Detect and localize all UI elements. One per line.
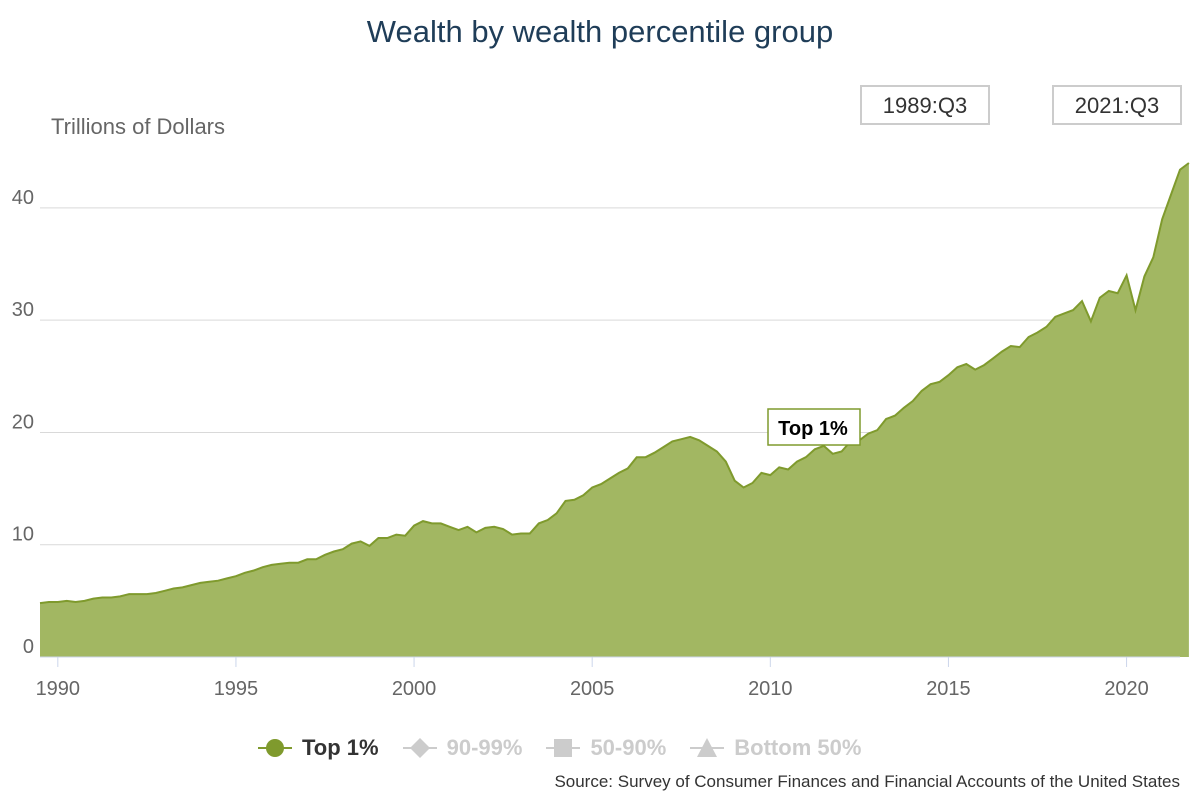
tooltip: Top 1% xyxy=(767,408,861,446)
y-tick-label-40: 40 xyxy=(12,187,34,209)
y-tick-label-30: 30 xyxy=(12,299,34,321)
diamond-marker-icon xyxy=(402,738,437,758)
y-tick-label-0: 0 xyxy=(23,636,34,658)
circle-marker-icon xyxy=(258,739,292,757)
triangle-marker-icon xyxy=(690,738,725,757)
legend-label: Top 1% xyxy=(302,735,379,760)
legend-item-50-90[interactable]: 50-90% xyxy=(546,733,666,763)
x-tick-label-2005: 2005 xyxy=(570,678,615,700)
x-tick-label-2010: 2010 xyxy=(748,678,793,700)
legend-item-top-1[interactable]: Top 1% xyxy=(258,733,379,763)
x-tick-label-1995: 1995 xyxy=(214,678,259,700)
x-tick-label-2020: 2020 xyxy=(1104,678,1149,700)
y-axis-unit-label: Trillions of Dollars xyxy=(51,114,226,139)
x-axis: 1990 1995 2000 2005 2010 2015 2020 xyxy=(36,656,1180,700)
range-start-input[interactable]: 1989:Q3 xyxy=(860,85,990,125)
range-end-input[interactable]: 2021:Q3 xyxy=(1052,85,1182,125)
legend-label: 90-99% xyxy=(446,735,523,760)
legend-item-bottom-50[interactable]: Bottom 50% xyxy=(690,733,861,763)
tooltip-box xyxy=(767,408,861,446)
y-tick-label-20: 20 xyxy=(12,411,34,433)
y-axis-ticks: 0 10 20 30 40 xyxy=(12,187,34,658)
x-tick-label-2015: 2015 xyxy=(926,678,971,700)
legend-item-90-99[interactable]: 90-99% xyxy=(402,733,523,763)
tooltip-label: Top 1% xyxy=(778,418,848,440)
y-tick-label-10: 10 xyxy=(12,524,34,546)
line-top-1-percent xyxy=(39,162,1190,605)
chart-title: Wealth by wealth percentile group xyxy=(366,14,834,49)
legend: Top 1% 90-99% 50-90% Bottom 50% xyxy=(258,733,885,763)
source-note: Source: Survey of Consumer Finances and … xyxy=(554,772,1180,791)
square-marker-icon xyxy=(546,739,581,757)
x-tick-label-2000: 2000 xyxy=(392,678,437,700)
legend-label: 50-90% xyxy=(590,735,667,760)
series-top-1-percent[interactable] xyxy=(39,162,1190,657)
legend-label: Bottom 50% xyxy=(734,735,862,760)
area-top-1-percent xyxy=(40,163,1189,657)
x-tick-label-1990: 1990 xyxy=(36,678,81,700)
chart-plot-area[interactable]: 0 10 20 30 40 1990 1995 2000 2005 2010 2015 2020 T… xyxy=(0,0,1200,720)
